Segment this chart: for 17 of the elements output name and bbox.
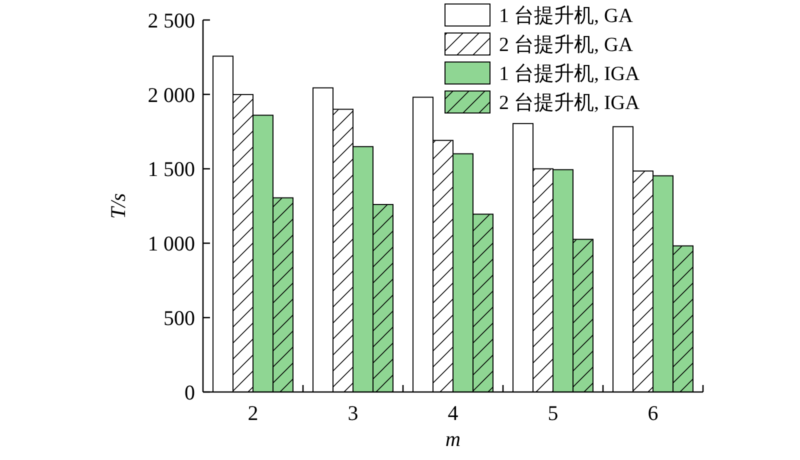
y-axis-title: T/s bbox=[106, 193, 130, 219]
legend-label: 1 台提升机, IGA bbox=[499, 63, 640, 85]
y-tick-label: 500 bbox=[164, 306, 195, 330]
x-tick-label: 4 bbox=[448, 401, 459, 425]
y-tick-label: 0 bbox=[184, 380, 195, 404]
x-tick-label: 3 bbox=[348, 401, 358, 425]
x-tick-label: 6 bbox=[648, 401, 658, 425]
legend-label: 2 台提升机, IGA bbox=[499, 92, 640, 114]
legend-label: 1 台提升机, GA bbox=[499, 5, 634, 27]
legend-label: 2 台提升机, GA bbox=[499, 34, 634, 56]
x-axis-title: m bbox=[445, 427, 461, 451]
y-tick-label: 1 000 bbox=[148, 232, 195, 256]
y-tick-label: 1 500 bbox=[148, 157, 195, 182]
y-tick-label: 2 500 bbox=[148, 8, 195, 32]
y-tick-label: 2 000 bbox=[148, 82, 195, 107]
x-tick-label: 5 bbox=[548, 401, 558, 425]
x-tick-label: 2 bbox=[248, 401, 258, 425]
